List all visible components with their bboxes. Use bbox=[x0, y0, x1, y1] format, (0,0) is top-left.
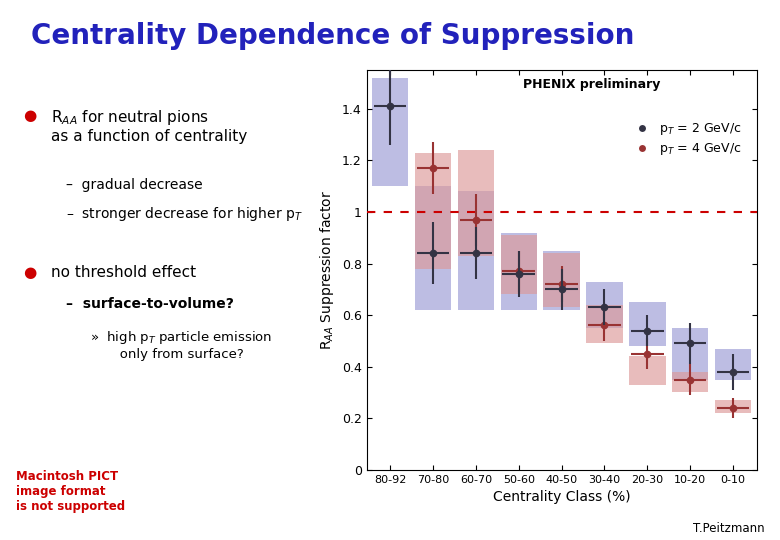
Text: PHENIX preliminary: PHENIX preliminary bbox=[523, 78, 660, 91]
Bar bbox=[714, 349, 751, 380]
Text: –  stronger decrease for higher p$_T$: – stronger decrease for higher p$_T$ bbox=[66, 205, 303, 223]
Bar bbox=[629, 356, 665, 384]
Bar bbox=[458, 150, 494, 256]
Bar bbox=[544, 251, 580, 310]
Bar bbox=[629, 302, 665, 346]
Bar bbox=[587, 281, 622, 328]
Bar bbox=[672, 372, 708, 393]
Text: no threshold effect: no threshold effect bbox=[51, 265, 196, 280]
X-axis label: Centrality Class (%): Centrality Class (%) bbox=[493, 490, 630, 504]
Y-axis label: R$_{AA}$ Suppression factor: R$_{AA}$ Suppression factor bbox=[318, 190, 336, 350]
Bar bbox=[415, 153, 452, 269]
Bar bbox=[714, 400, 751, 413]
Text: R$_{AA}$ for neutral pions
as a function of centrality: R$_{AA}$ for neutral pions as a function… bbox=[51, 108, 247, 144]
Bar bbox=[544, 253, 580, 307]
Bar bbox=[458, 191, 494, 310]
Bar bbox=[372, 78, 409, 186]
Legend: p$_T$ = 2 GeV/c, p$_T$ = 4 GeV/c: p$_T$ = 2 GeV/c, p$_T$ = 4 GeV/c bbox=[624, 117, 746, 162]
Bar bbox=[501, 233, 537, 310]
Bar bbox=[501, 235, 537, 294]
Text: Centrality Dependence of Suppression: Centrality Dependence of Suppression bbox=[31, 22, 635, 50]
Text: ●: ● bbox=[23, 265, 37, 280]
Text: T.Peitzmann: T.Peitzmann bbox=[693, 522, 764, 535]
Text: –  gradual decrease: – gradual decrease bbox=[66, 178, 203, 192]
Text: Macintosh PICT
image format
is not supported: Macintosh PICT image format is not suppo… bbox=[16, 470, 125, 513]
Text: ●: ● bbox=[23, 108, 37, 123]
Text: –  surface-to-volume?: – surface-to-volume? bbox=[66, 297, 234, 311]
Text: »  high p$_T$ particle emission
       only from surface?: » high p$_T$ particle emission only from… bbox=[90, 329, 272, 361]
Bar bbox=[587, 305, 622, 343]
Bar bbox=[672, 328, 708, 380]
Bar bbox=[415, 186, 452, 310]
